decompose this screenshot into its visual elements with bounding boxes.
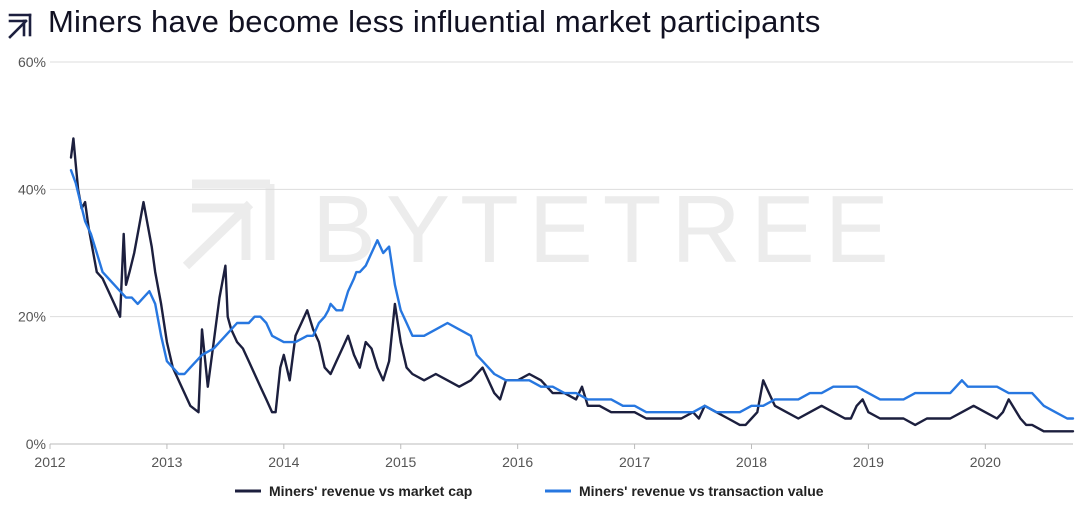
x-tick-label: 2013 [151,454,182,470]
series-line-1 [69,137,1075,433]
series-line-2 [69,168,1075,420]
watermark-text: BYTETREE [312,176,899,283]
y-tick-label: 20% [18,309,46,325]
x-axis: 2012 2013 2014 2015 2016 2017 2018 2019 2020 [34,444,1001,470]
x-tick-label: 2014 [268,454,299,470]
x-tick-label: 2015 [385,454,416,470]
grid [50,61,1073,445]
x-tick-label: 2018 [736,454,767,470]
chart-title: Miners have become less influential mark… [48,4,821,39]
series-layer [69,137,1075,433]
x-tick-label: 2020 [970,454,1001,470]
chart-svg: BYTETREE 2012 2013 2014 2015 2016 2017 2018 201… [18,54,1075,499]
title-row: Miners have become less influential mark… [4,0,821,44]
bytetree-arrows-icon [8,13,32,39]
x-tick-label: 2017 [619,454,650,470]
y-tick-label: 60% [18,54,46,70]
watermark-logo-icon [182,179,275,270]
legend: Miners' revenue vs market cap Miners' rev… [235,483,824,499]
legend-label-1: Miners' revenue vs market cap [269,483,472,499]
x-tick-label: 2012 [34,454,65,470]
x-tick-label: 2016 [502,454,533,470]
y-tick-label: 0% [26,436,46,452]
bytetree-watermark: BYTETREE [182,176,899,283]
x-tick-label: 2019 [853,454,884,470]
y-axis: 0% 20% 40% 60% [18,54,46,452]
legend-label-2: Miners' revenue vs transaction value [579,483,824,499]
y-tick-label: 40% [18,181,46,197]
